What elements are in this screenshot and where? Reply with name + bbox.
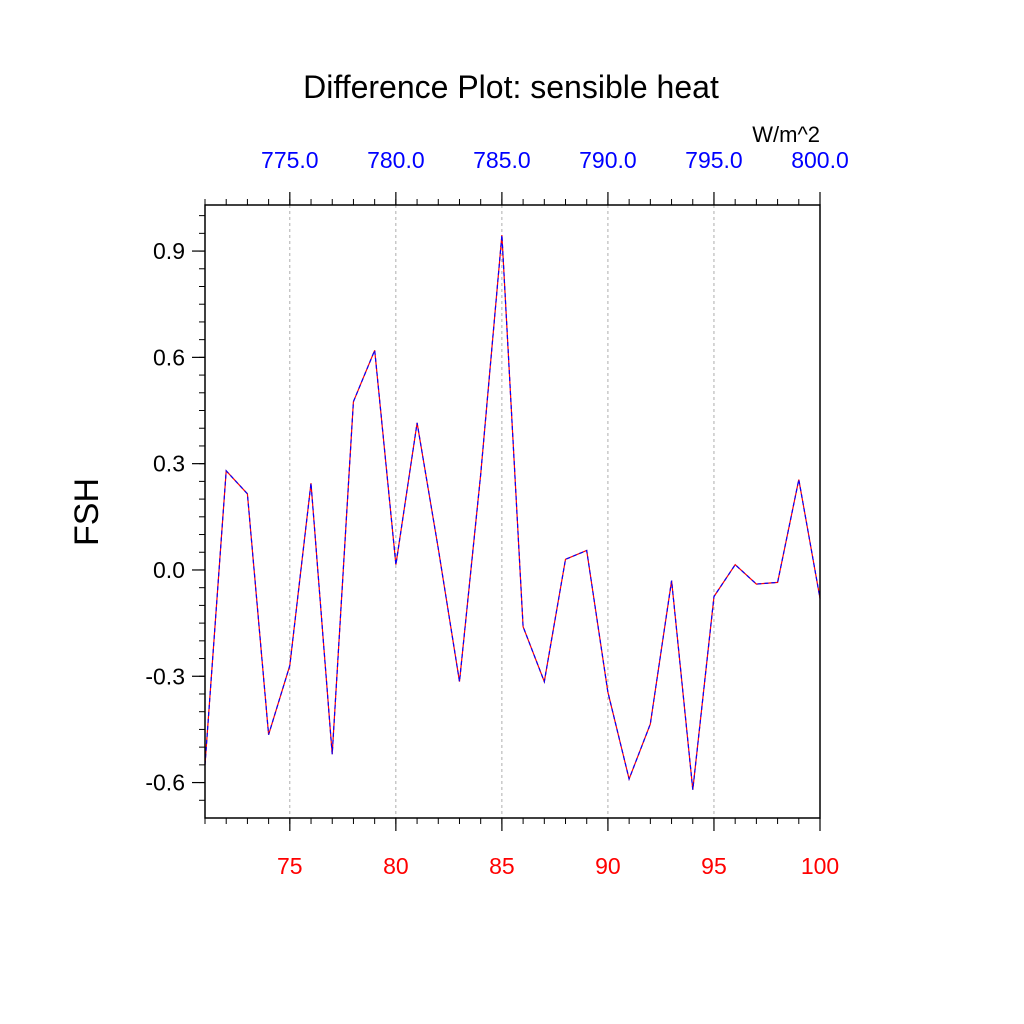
x-tick-label: 75: [277, 853, 303, 879]
y-tick-label: 0.9: [153, 238, 185, 264]
x-tick-label: 80: [383, 853, 409, 879]
x-top-tick-label: 790.0: [579, 147, 637, 173]
x-tick-label: 100: [801, 853, 839, 879]
x-top-tick-label: 780.0: [367, 147, 425, 173]
chart-title: Difference Plot: sensible heat: [303, 69, 719, 105]
x-tick-label: 85: [489, 853, 515, 879]
y-tick-label: 0.0: [153, 557, 185, 583]
y-tick-label: 0.6: [153, 344, 185, 370]
plot-frame: [204, 204, 821, 819]
x-top-tick-label: 775.0: [261, 147, 319, 173]
units-label: W/m^2: [752, 122, 820, 147]
grid: [289, 205, 715, 818]
x-top-tick-label: 785.0: [473, 147, 531, 173]
series-line: [204, 235, 821, 790]
x-tick-label: 95: [701, 853, 727, 879]
axes: 75 80 85 90 95 100 775.0 780.0 785.0 790.0 795.0 80…: [145, 147, 848, 879]
series-layer: [204, 235, 821, 790]
y-tick-label: 0.3: [153, 451, 185, 477]
x-top-tick-label: 800.0: [791, 147, 849, 173]
y-tick-label: -0.6: [145, 770, 185, 796]
x-tick-label: 90: [595, 853, 621, 879]
y-tick-label: -0.3: [145, 663, 185, 689]
x-top-tick-label: 795.0: [685, 147, 743, 173]
series-line: [204, 235, 821, 790]
y-axis-label: FSH: [68, 478, 106, 546]
